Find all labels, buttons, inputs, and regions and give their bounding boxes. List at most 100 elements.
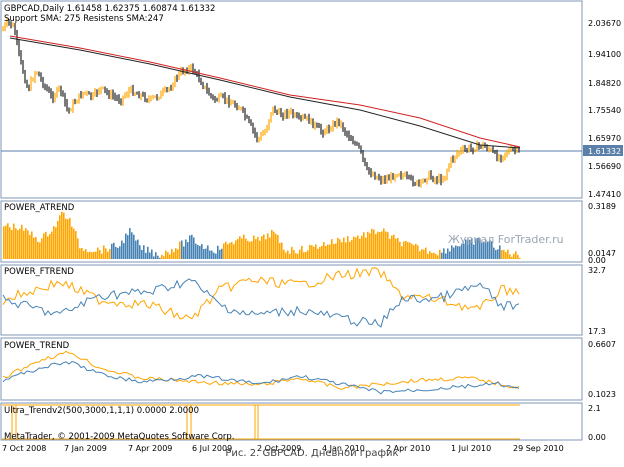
- atrend-bar: [189, 235, 191, 259]
- atrend-bar: [255, 239, 257, 259]
- atrend-bar: [471, 238, 473, 259]
- atrend-bar: [191, 234, 193, 259]
- atrend-bar: [251, 241, 253, 259]
- date-tick: 7 Jan 2009: [64, 444, 107, 453]
- atrend-bar: [59, 215, 61, 259]
- atrend-bar: [291, 246, 293, 259]
- atrend-bar: [15, 228, 17, 259]
- watermark: Журнал ForTrader.ru: [448, 233, 564, 246]
- atrend-bar: [197, 244, 199, 259]
- atrend-bar: [347, 236, 349, 259]
- ultra-trend-pane[interactable]: Ultra_Trendv2(500,3000,1,1,1) 0.0000 2.0…: [0, 402, 606, 442]
- price-bars: [2, 17, 520, 188]
- atrend-bar: [365, 237, 367, 259]
- atrend-bar: [297, 253, 299, 259]
- atrend-bar: [61, 211, 63, 259]
- atrend-bar: [71, 226, 73, 259]
- atrend-bar: [517, 254, 519, 259]
- atrend-bar: [267, 233, 269, 259]
- atrend-bar: [211, 250, 213, 259]
- atrend-bar: [165, 250, 167, 259]
- atrend-bar: [183, 246, 185, 259]
- atrend-bar: [129, 228, 131, 259]
- ultra-axis-bottom: 0.00: [588, 433, 606, 442]
- atrend-bar: [403, 241, 405, 259]
- atrend-bar: [3, 226, 5, 259]
- atrend-bar: [247, 240, 249, 259]
- atrend-bar: [507, 249, 509, 259]
- atrend-bar: [125, 233, 127, 259]
- atrend-bar: [327, 244, 329, 259]
- atrend-bar: [65, 218, 67, 259]
- atrend-bar: [213, 252, 215, 259]
- current-price-label: 1.61332: [588, 147, 621, 156]
- atrend-bar: [275, 233, 277, 259]
- atrend-bar: [69, 217, 71, 259]
- atrend-bar: [361, 235, 363, 259]
- atrend-bar: [221, 248, 223, 259]
- atrend-bar: [271, 229, 273, 259]
- trend-pane[interactable]: POWER_TREND 0.6607 0.1023: [0, 337, 616, 401]
- atrend-bar: [399, 241, 401, 259]
- atrend-bar: [111, 243, 113, 259]
- atrend-bar: [187, 242, 189, 259]
- atrend-bar: [333, 243, 335, 259]
- atrend-pane[interactable]: POWER_ATREND Журнал ForTrader.ru 0.3189 …: [0, 200, 616, 265]
- atrend-bar: [293, 249, 295, 259]
- ultra-label: Ultra_Trendv2(500,3000,1,1,1) 0.0000 2.0…: [4, 406, 199, 416]
- atrend-bar: [113, 242, 115, 259]
- atrend-bar: [159, 257, 161, 259]
- atrend-bar: [505, 252, 507, 259]
- atrend-bar: [95, 251, 97, 259]
- atrend-bar: [451, 245, 453, 259]
- atrend-bar: [307, 250, 309, 259]
- ultra-spikes: [11, 405, 259, 439]
- atrend-bar: [279, 243, 281, 259]
- atrend-bar: [493, 247, 495, 259]
- atrend-bar: [511, 256, 513, 259]
- atrend-bar: [413, 245, 415, 259]
- atrend-bar: [241, 238, 243, 259]
- atrend-bar: [39, 242, 41, 259]
- price-tick: 1.94100: [588, 50, 621, 59]
- atrend-axis-top: 0.3189: [588, 202, 616, 211]
- atrend-bar: [237, 239, 239, 259]
- atrend-bar: [321, 245, 323, 259]
- atrend-bar: [401, 246, 403, 259]
- atrend-bar: [449, 251, 451, 259]
- atrend-bar: [499, 245, 501, 259]
- atrend-bar: [157, 255, 159, 259]
- price-tick: 1.65970: [588, 134, 621, 143]
- atrend-bar: [23, 230, 25, 259]
- price-pane[interactable]: GBPCAD,Daily 1.61458 1.62375 1.60874 1.6…: [0, 0, 583, 199]
- atrend-bar: [167, 252, 169, 259]
- atrend-bar: [127, 235, 129, 259]
- atrend-histogram: [3, 211, 521, 259]
- atrend-bar: [281, 242, 283, 259]
- atrend-bar: [231, 242, 233, 259]
- atrend-bar: [41, 238, 43, 259]
- atrend-bar: [141, 249, 143, 259]
- atrend-bar: [409, 242, 411, 259]
- atrend-bar: [425, 247, 427, 259]
- atrend-bar: [89, 251, 91, 259]
- atrend-bar: [209, 250, 211, 259]
- ftrend-pane[interactable]: POWER_FTREND 32.7 17.3: [0, 264, 606, 336]
- atrend-bar: [63, 212, 65, 259]
- atrend-bar: [437, 255, 439, 259]
- atrend-bar: [29, 234, 31, 259]
- price-axis: 2.03670 1.94100 1.84820 1.75540 1.65970 …: [583, 19, 623, 199]
- atrend-bar: [81, 247, 83, 259]
- atrend-bar: [433, 252, 435, 259]
- atrend-bar: [283, 249, 285, 259]
- atrend-bar: [289, 253, 291, 259]
- atrend-bar: [161, 254, 163, 259]
- atrend-bar: [51, 231, 53, 259]
- atrend-bar: [249, 241, 251, 259]
- atrend-bar: [429, 251, 431, 259]
- atrend-bar: [439, 249, 441, 259]
- ftrend-axis-bottom: 17.3: [588, 327, 606, 336]
- atrend-bar: [417, 245, 419, 259]
- ftrend-blue-line: [2, 278, 520, 328]
